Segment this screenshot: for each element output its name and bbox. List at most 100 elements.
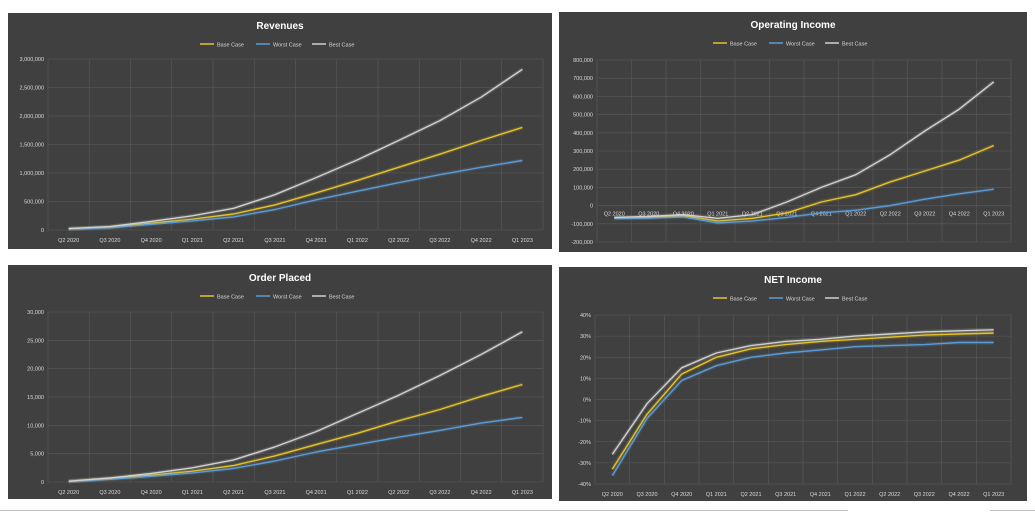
- y-tick-label: -200,000: [571, 240, 593, 246]
- legend-label-worst: Worst Case: [786, 42, 815, 48]
- x-tick-label: Q4 2021: [811, 212, 832, 218]
- net-income-chart: NET Income Base Case Worst Case Best Case -4…: [578, 275, 1012, 498]
- x-tick-label: Q3 2021: [775, 492, 796, 498]
- order-placed-chart-panel: Order Placed Base Case Worst Case Best Case…: [8, 265, 552, 499]
- y-tick-label: 10%: [580, 376, 591, 382]
- y-tick-label: 1,500,000: [20, 143, 44, 149]
- x-tick-label: Q1 2023: [983, 212, 1004, 218]
- series-line-best: [611, 329, 994, 455]
- legend-label-best: Best Case: [329, 43, 354, 49]
- chart-title: NET Income: [764, 275, 822, 286]
- series-line-best: [68, 331, 523, 482]
- legend-label-base: Base Case: [730, 42, 757, 48]
- x-tick-label: Q2 2020: [58, 490, 79, 496]
- legend-label-best: Best Case: [842, 297, 867, 303]
- y-tick-label: 800,000: [573, 58, 593, 64]
- x-tick-label: Q1 2023: [512, 490, 533, 496]
- y-tick-label: 0%: [583, 398, 591, 404]
- y-tick-label: 5,000: [30, 452, 44, 458]
- x-tick-label: Q4 2022: [949, 212, 970, 218]
- legend-label-worst: Worst Case: [273, 295, 302, 301]
- y-tick-label: 500,000: [573, 113, 593, 119]
- y-tick-label: 200,000: [573, 167, 593, 173]
- x-tick-label: Q2 2022: [879, 492, 900, 498]
- series-line-worst: [68, 416, 523, 483]
- net-income-chart-panel: NET Income Base Case Worst Case Best Case -4…: [559, 267, 1027, 501]
- revenues-chart-panel: Revenues Base Case Worst Case Best Case 0 500…: [8, 13, 552, 249]
- x-tick-label: Q4 2022: [948, 492, 969, 498]
- legend-label-base: Base Case: [217, 295, 244, 301]
- y-tick-label: 30,000: [27, 310, 44, 316]
- series-line-worst: [611, 341, 994, 476]
- chart-title: Revenues: [256, 21, 304, 32]
- y-tick-label: -30%: [578, 461, 591, 467]
- x-tick-label: Q1 2021: [707, 212, 728, 218]
- y-tick-label: 40%: [580, 313, 591, 319]
- x-tick-label: Q1 2022: [845, 212, 866, 218]
- x-tick-label: Q2 2020: [58, 238, 79, 244]
- series-line-worst: [68, 159, 523, 230]
- legend-label-worst: Worst Case: [786, 297, 815, 303]
- x-tick-label: Q3 2020: [99, 238, 120, 244]
- x-tick-label: Q2 2020: [604, 212, 625, 218]
- x-tick-label: Q2 2022: [388, 238, 409, 244]
- y-tick-label: 700,000: [573, 76, 593, 82]
- y-tick-label: -20%: [578, 440, 591, 446]
- y-tick-label: 500,000: [24, 200, 44, 206]
- x-tick-label: Q3 2021: [264, 490, 285, 496]
- x-tick-label: Q4 2021: [810, 492, 831, 498]
- y-tick-label: 20%: [580, 355, 591, 361]
- y-tick-label: 0: [41, 480, 44, 486]
- x-tick-label: Q4 2020: [141, 238, 162, 244]
- y-tick-label: 30%: [580, 334, 591, 340]
- order-placed-chart: Order Placed Base Case Worst Case Best Case…: [27, 273, 544, 496]
- x-tick-label: Q1 2021: [706, 492, 727, 498]
- x-tick-label: Q2 2022: [880, 212, 901, 218]
- legend-label-base: Base Case: [730, 297, 757, 303]
- series-line-base: [68, 383, 523, 483]
- x-tick-label: Q1 2023: [512, 238, 533, 244]
- x-tick-label: Q2 2022: [388, 490, 409, 496]
- series-line-best: [614, 81, 995, 220]
- x-tick-label: Q2 2021: [223, 238, 244, 244]
- sheet-divider-right: [990, 510, 1035, 511]
- y-tick-label: 100,000: [573, 185, 593, 191]
- operating-income-chart-panel: Operating Income Base Case Worst Case Best …: [559, 12, 1027, 252]
- x-tick-label: Q3 2021: [776, 212, 797, 218]
- x-tick-label: Q1 2023: [983, 492, 1004, 498]
- x-tick-label: Q3 2022: [914, 212, 935, 218]
- y-tick-label: 2,500,000: [20, 86, 44, 92]
- x-tick-label: Q3 2020: [99, 490, 120, 496]
- x-tick-label: Q4 2022: [471, 490, 492, 496]
- y-tick-label: 0: [41, 228, 44, 234]
- legend-label-best: Best Case: [842, 42, 867, 48]
- x-tick-label: Q2 2020: [602, 492, 623, 498]
- x-tick-label: Q3 2021: [264, 238, 285, 244]
- y-tick-label: 15,000: [27, 395, 44, 401]
- y-tick-label: 10,000: [27, 423, 44, 429]
- x-tick-label: Q4 2020: [141, 490, 162, 496]
- series-line-best: [68, 68, 523, 230]
- chart-title: Order Placed: [249, 273, 311, 284]
- x-tick-label: Q3 2020: [636, 492, 657, 498]
- x-tick-label: Q3 2022: [429, 238, 450, 244]
- y-tick-label: 400,000: [573, 131, 593, 137]
- x-tick-label: Q3 2020: [638, 212, 659, 218]
- y-tick-label: 1,000,000: [20, 171, 44, 177]
- legend-label-worst: Worst Case: [273, 43, 302, 49]
- x-tick-label: Q2 2021: [223, 490, 244, 496]
- y-tick-label: 600,000: [573, 94, 593, 100]
- x-tick-label: Q3 2022: [429, 490, 450, 496]
- series-line-base: [614, 144, 995, 222]
- x-tick-label: Q1 2021: [182, 490, 203, 496]
- y-tick-label: 2,000,000: [20, 114, 44, 120]
- series-line-base: [611, 332, 994, 470]
- sheet-divider: [0, 510, 848, 511]
- x-tick-label: Q1 2022: [347, 238, 368, 244]
- legend-label-best: Best Case: [329, 295, 354, 301]
- x-tick-label: Q4 2021: [306, 490, 327, 496]
- series-line-worst: [614, 188, 994, 224]
- operating-income-chart: Operating Income Base Case Worst Case Best …: [571, 20, 1012, 246]
- revenues-chart: Revenues Base Case Worst Case Best Case 0 500…: [20, 21, 544, 244]
- x-tick-label: Q3 2022: [914, 492, 935, 498]
